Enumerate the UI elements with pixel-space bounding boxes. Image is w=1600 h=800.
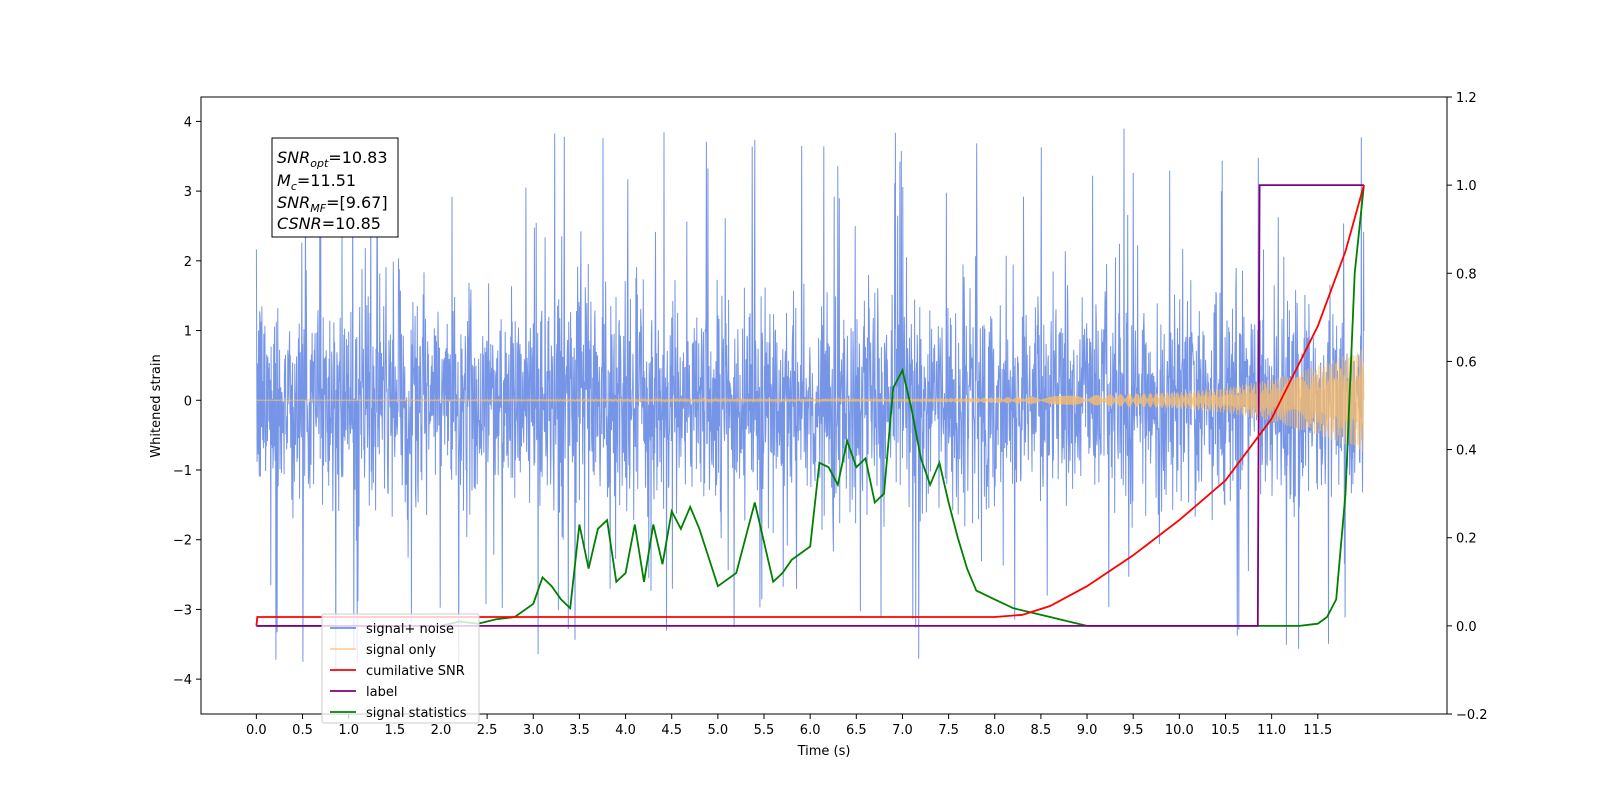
- y-tick-label: −4: [173, 673, 192, 688]
- y-tick-label: 1: [184, 325, 192, 340]
- stats-csnr: CSNR=10.85: [277, 214, 381, 233]
- y-tick-label: 2: [184, 255, 192, 270]
- plot-frame: [200, 96, 1448, 715]
- x-tick-label: 3.5: [569, 723, 590, 738]
- y2-tick-label: 0.8: [1456, 267, 1477, 282]
- stats-snr-mf: SNRMF=[9.67]: [277, 193, 388, 215]
- y2-tick-label: 0.0: [1456, 620, 1477, 635]
- x-tick-label: 4.0: [615, 723, 636, 738]
- x-tick-label: 2.5: [477, 723, 498, 738]
- legend-label: signal only: [366, 643, 436, 658]
- y-tick-label: 3: [184, 185, 192, 200]
- y-axis-right: 1.2 1.0 0.8 0.6 0.4 0.2 0.0 −0.2: [1447, 91, 1488, 723]
- stats-snr-opt: SNRopt=10.83: [277, 148, 388, 170]
- y-tick-label: 0: [184, 394, 192, 409]
- legend-label: cumilative SNR: [366, 664, 465, 679]
- legend-label: label: [366, 685, 397, 700]
- y-axis-title: Whitened strain: [149, 354, 164, 457]
- y-tick-label: −2: [173, 534, 192, 549]
- y2-tick-label: 1.2: [1456, 91, 1477, 106]
- legend-label: signal+ noise: [366, 622, 454, 637]
- x-tick-label: 8.0: [984, 723, 1005, 738]
- series-label-line: [256, 184, 1364, 627]
- y2-tick-label: 0.2: [1456, 532, 1477, 547]
- x-tick-label: 11.5: [1303, 723, 1332, 738]
- x-tick-label: 5.5: [754, 723, 775, 738]
- x-tick-label: 1.0: [338, 723, 359, 738]
- x-axis-title: Time (s): [797, 744, 851, 759]
- x-tick-label: 0.5: [292, 723, 313, 738]
- y-tick-label: −3: [173, 603, 192, 618]
- x-tick-label: 9.5: [1123, 723, 1144, 738]
- legend: signal+ noise signal only cumilative SNR la…: [321, 613, 480, 724]
- x-tick-label: 3.0: [523, 723, 544, 738]
- y2-tick-label: −0.2: [1456, 708, 1488, 723]
- series-signal-only-line: [256, 349, 1365, 453]
- legend-label: signal statistics: [366, 706, 467, 721]
- y-tick-label: 4: [184, 115, 192, 130]
- legend-frame: [321, 613, 480, 724]
- stats-mc: Mc=11.51: [277, 171, 356, 193]
- stats-box: SNRopt=10.83 Mc=11.51 SNRMF=[9.67] CSNR=…: [271, 137, 399, 238]
- x-tick-label: 6.0: [800, 723, 821, 738]
- x-tick-label: 10.0: [1165, 723, 1194, 738]
- y-axis-left: 4 3 2 1 0 −1 −2 −3 −4: [173, 115, 201, 688]
- x-tick-label: 10.5: [1211, 723, 1240, 738]
- x-tick-label: 7.5: [938, 723, 959, 738]
- x-tick-label: 1.5: [384, 723, 405, 738]
- x-tick-label: 7.0: [892, 723, 913, 738]
- x-tick-label: 0.0: [246, 723, 267, 738]
- x-tick-label: 9.0: [1077, 723, 1098, 738]
- y2-tick-label: 0.4: [1456, 444, 1477, 459]
- x-tick-label: 4.5: [661, 723, 682, 738]
- x-tick-label: 6.5: [846, 723, 867, 738]
- x-axis: 0.0 0.5 1.0 1.5 2.0 2.5 3.0 3.5 4.0 4.5 5.0 5.5 6.0 6…: [246, 714, 1332, 738]
- stats-box-frame: [271, 137, 399, 238]
- series-cumulative-snr-line: [255, 184, 1365, 626]
- y2-tick-label: 0.6: [1456, 355, 1477, 370]
- y2-tick-label: 1.0: [1456, 179, 1477, 194]
- x-tick-label: 11.0: [1257, 723, 1286, 738]
- series-signal-statistics-line: [256, 185, 1365, 627]
- x-tick-label: 5.0: [708, 723, 729, 738]
- y-tick-label: −1: [173, 464, 192, 479]
- series-layer: [255, 128, 1365, 671]
- x-tick-label: 8.5: [1031, 723, 1052, 738]
- x-tick-label: 2.0: [431, 723, 452, 738]
